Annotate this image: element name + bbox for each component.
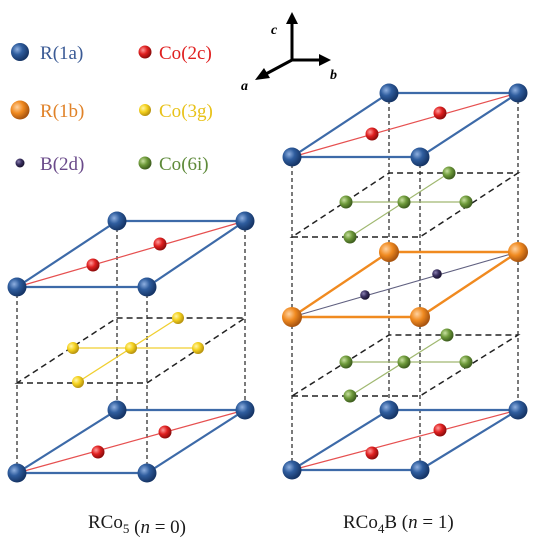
rco4b-bottom-plane: [282, 400, 528, 480]
r1a-atom: [137, 277, 157, 297]
co2c-atom: [433, 423, 447, 437]
co2c-atom: [158, 425, 172, 439]
co2c-atom-icon: [138, 45, 152, 59]
co6i-atom: [459, 195, 473, 209]
r1a-atom: [235, 211, 255, 231]
co3g-atom: [72, 376, 84, 388]
r1a-atom: [282, 147, 302, 167]
r1a-atom: [107, 400, 127, 420]
r1a-atom: [137, 463, 157, 483]
rco4b-upper-co6i-plane: [289, 166, 521, 244]
legend: R(1a) Co(2c) R(1b) Co(3g) B(2d) Co(6i): [10, 43, 213, 175]
co6i-atom: [343, 389, 357, 403]
legend-item-co2c: Co(2c): [138, 43, 212, 64]
r1a-atom: [235, 400, 255, 420]
co6i-atom: [343, 230, 357, 244]
svg-text:Co(6i): Co(6i): [159, 154, 209, 175]
r1a-atom: [282, 460, 302, 480]
legend-r1a-site: (1a): [53, 43, 84, 64]
legend-r1b-site: (1b): [53, 101, 85, 122]
b2d-bond: [291, 251, 519, 318]
legend-co3g-symbol: Co: [159, 101, 181, 122]
rco5-top-plane: [7, 211, 255, 297]
r1a-atom: [379, 400, 399, 420]
co6i-atom: [442, 166, 456, 180]
legend-item-b2d: B(2d): [15, 154, 84, 175]
co6i-atom: [440, 328, 454, 342]
b2d-atom: [432, 269, 442, 279]
svg-text:Co(3g): Co(3g): [159, 101, 213, 122]
rco4b-middle-plane: [282, 242, 528, 327]
rco5-bottom-plane: [7, 400, 255, 483]
co3g-atom: [192, 342, 204, 354]
rco4b-lower-co6i-plane: [289, 328, 521, 403]
co3g-atom-icon: [139, 104, 151, 116]
b2d-atom-icon: [15, 158, 25, 168]
co3g-atom: [67, 342, 79, 354]
rco4b-vertical-edges: [291, 93, 519, 470]
legend-item-r1a: R(1a): [11, 43, 83, 64]
structure-rco5: [7, 211, 255, 483]
r1a-atom: [107, 211, 127, 231]
r1b-atom: [282, 307, 302, 327]
co2c-atom: [91, 445, 105, 459]
axis-a-label: a: [241, 79, 248, 94]
structure-rco4b: [282, 83, 528, 480]
r1a-atom: [410, 147, 430, 167]
co6i-atom: [397, 355, 411, 369]
legend-co3g-site: (3g): [181, 101, 213, 122]
caption-rco5: RCo5 (n = 0): [88, 512, 186, 538]
legend-co6i-symbol: Co: [159, 154, 181, 175]
legend-item-co6i: Co(6i): [138, 154, 209, 175]
co3g-atom: [172, 312, 184, 324]
co6i-atom: [339, 355, 353, 369]
legend-r1b-symbol: R: [40, 101, 53, 122]
caption-rco4b: RCo4B (n = 1): [343, 512, 454, 536]
co2c-bond: [291, 409, 519, 471]
co2c-atom: [153, 237, 167, 251]
r1b-atom: [508, 242, 528, 262]
legend-item-co3g: Co(3g): [139, 101, 213, 122]
co2c-atom: [365, 127, 379, 141]
legend-r1a-symbol: R: [40, 43, 53, 64]
co3g-atom: [125, 342, 137, 354]
axis-indicator: c b a: [241, 12, 337, 94]
rco4b-top-plane: [282, 83, 528, 167]
legend-item-r1b: R(1b): [10, 100, 84, 122]
co2c-bond: [16, 220, 246, 288]
svg-text:Co(2c): Co(2c): [159, 43, 212, 64]
legend-b2d-site: (2d): [53, 154, 85, 175]
co2c-atom: [86, 258, 100, 272]
r1b-atom-icon: [10, 100, 30, 120]
r1a-atom: [508, 400, 528, 420]
r1a-atom: [410, 460, 430, 480]
co6i-atom: [397, 195, 411, 209]
r1a-atom: [7, 277, 27, 297]
r1a-atom-icon: [11, 43, 29, 61]
b2d-atom: [360, 290, 370, 300]
co6i-atom-icon: [138, 156, 152, 170]
co6i-atom: [459, 355, 473, 369]
axis-c-label: c: [271, 23, 278, 38]
r1b-atom: [379, 242, 399, 262]
co6i-atom: [339, 195, 353, 209]
svg-text:B(2d): B(2d): [40, 154, 84, 175]
r1b-atom: [410, 307, 430, 327]
co2c-bond: [291, 92, 519, 158]
svg-text:R(1b): R(1b): [40, 101, 84, 122]
co2c-atom: [365, 446, 379, 460]
legend-co6i-site: (6i): [181, 154, 208, 175]
r1a-atom: [508, 83, 528, 103]
axis-b-label: b: [330, 68, 337, 83]
legend-co2c-symbol: Co: [159, 43, 181, 64]
svg-text:R(1a): R(1a): [40, 43, 83, 64]
r1a-atom: [7, 463, 27, 483]
co2c-bond: [16, 409, 246, 474]
legend-co2c-site: (2c): [181, 43, 212, 64]
rco5-middle-plane: [14, 312, 248, 388]
legend-b2d-symbol: B: [40, 154, 53, 175]
r1a-atom: [379, 83, 399, 103]
co2c-atom: [433, 106, 447, 120]
